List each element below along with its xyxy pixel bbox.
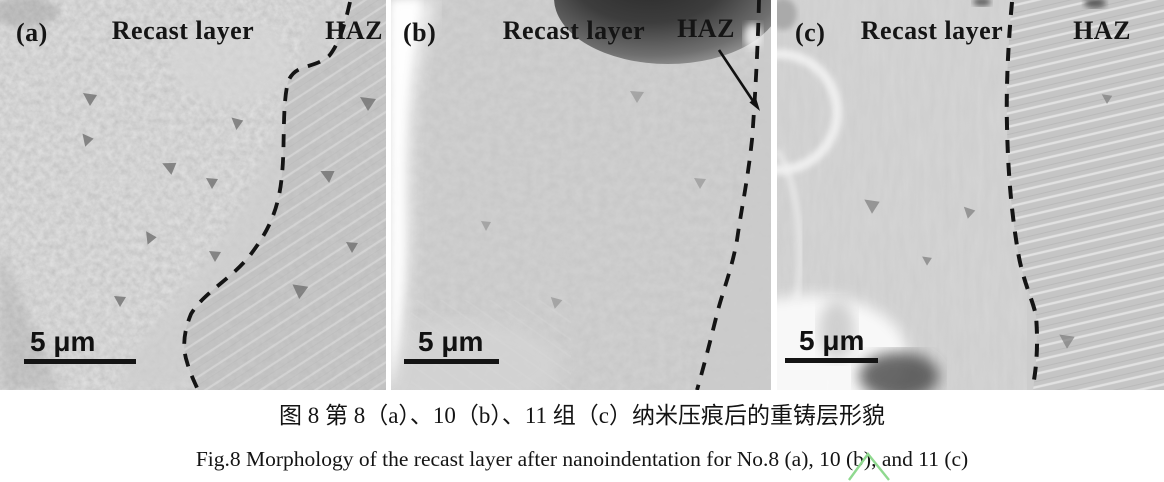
sem-micrograph-a: 5 μm (a) Recast layer HAZ [0,0,386,390]
recast-haz-boundary [1004,1,1040,381]
scale-bar [404,359,499,364]
figure-caption-english: Fig.8 Morphology of the recast layer aft… [195,447,969,471]
haz-label: HAZ [677,14,735,43]
proofreading-caret-icon [848,452,890,481]
scale-bar-label: 5 μm [799,325,864,356]
scale-bar-label: 5 μm [418,326,483,357]
recast-haz-boundary [182,1,352,390]
recast-haz-boundary [695,0,761,390]
scale-bar [24,359,136,364]
recast-layer-label: Recast layer [112,16,254,45]
recast-layer-label: Recast layer [503,16,645,45]
scale-bar-label: 5 μm [30,326,95,357]
indent-marks [864,94,1113,349]
haz-region [697,0,771,390]
figure-caption-chinese: 图 8 第 8（a）、10（b）、11 组（c）纳米压痕后的重铸层形貌 [278,403,886,428]
scale-bar [785,358,878,363]
indent-marks [82,93,376,307]
haz-pointer-arrow [717,49,760,111]
haz-label: HAZ [1073,16,1131,45]
sem-micrograph-b: 5 μm (b) Recast layer HAZ [391,0,771,390]
haz-label: HAZ [325,16,383,45]
dark-droplet [554,0,771,64]
top-edge-smudges [973,0,1106,8]
panel-letter: (a) [16,18,48,47]
panel-letter: (c) [795,18,825,47]
indent-marks [481,91,706,309]
recast-layer-label: Recast layer [861,16,1003,45]
sem-micrograph-c: 5 μm (c) Recast layer HAZ [777,0,1164,390]
panel-letter: (b) [403,18,436,47]
